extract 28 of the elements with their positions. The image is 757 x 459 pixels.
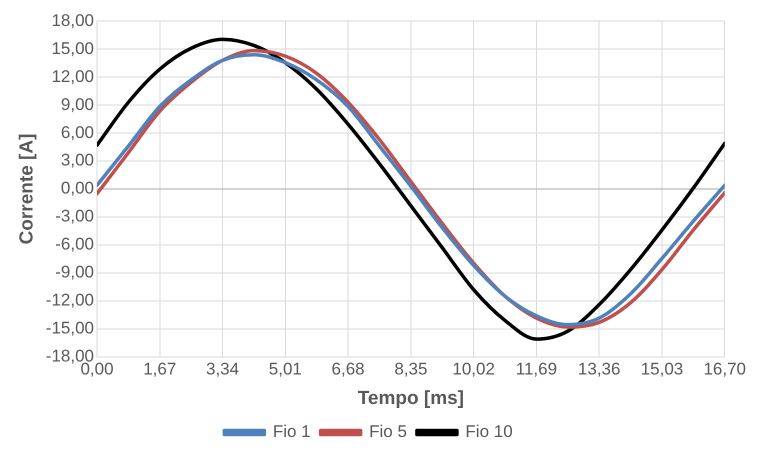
y-tick-label: 0,00: [60, 178, 94, 198]
y-tick-label: 6,00: [60, 122, 94, 142]
y-tick-label: 9,00: [60, 94, 94, 114]
legend-label: Fio 10: [465, 422, 513, 442]
x-tick-label: 3,34: [206, 360, 240, 379]
y-axis-title: Corrente [A]: [16, 134, 38, 244]
y-tick-label: -3,00: [55, 206, 94, 226]
x-tick-label: 15,03: [640, 360, 684, 379]
x-tick-label: 5,01: [268, 360, 302, 379]
x-tick-label: 11,69: [516, 360, 558, 379]
y-tick-label: 15,00: [51, 38, 94, 58]
legend-label: Fio 5: [369, 422, 407, 442]
legend-label: Fio 1: [272, 422, 311, 442]
x-tick-label: 1,67: [143, 360, 176, 379]
y-tick-label: -12,00: [46, 290, 94, 310]
x-tick-label: 8,35: [394, 360, 428, 379]
x-tick-label: 6,68: [332, 360, 365, 379]
y-tick-label: 18,00: [51, 10, 94, 30]
y-tick-label: 3,00: [60, 150, 94, 170]
y-tick-label: -15,00: [46, 318, 94, 338]
y-tick-label: 12,00: [51, 66, 94, 86]
x-axis-title: Tempo [ms]: [358, 388, 464, 409]
y-tick-label: -18,00: [46, 346, 94, 366]
x-tick-label: 10,02: [452, 360, 495, 379]
y-tick-label: -9,00: [55, 262, 94, 282]
y-tick-label: -6,00: [55, 234, 94, 254]
x-tick-label: 13,36: [578, 360, 620, 379]
x-tick-label: 16,70: [703, 360, 746, 379]
